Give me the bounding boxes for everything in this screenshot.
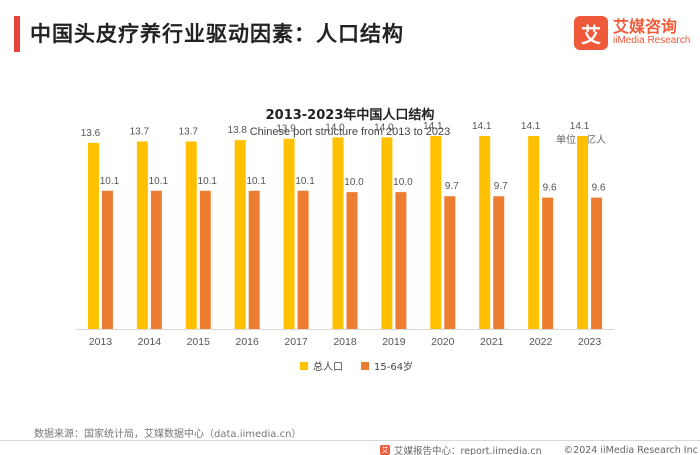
bar-total-2020 [430,136,442,329]
data-label-working-age-2013: 10.1 [100,176,120,187]
footer: 艾 艾媒报告中心：report.iimedia.cn ©2024 iiMedia… [380,443,698,455]
x-tick-label-2014: 2014 [138,336,162,348]
data-label-working-age-2021: 9.7 [494,181,508,192]
data-label-total-2019: 14.0 [374,122,394,133]
legend-swatch-working-age [361,361,369,370]
bar-working-age-2015 [199,190,211,329]
x-tick-label-2015: 2015 [187,336,211,348]
data-label-working-age-2023: 9.6 [592,183,606,194]
bar-working-age-2022 [542,197,554,329]
bar-working-age-2019 [395,192,407,329]
data-label-total-2017: 13.9 [276,124,296,135]
chart-title: 2013-2023年中国人口结构 [265,108,435,123]
logo-text: 艾媒咨询 iiMedia Research [613,19,690,46]
data-label-total-2013: 13.6 [81,128,101,139]
legend-item-total: 总人口 [300,358,343,373]
x-tick-label-2023: 2023 [578,336,602,348]
brand-logo: 艾 艾媒咨询 iiMedia Research [574,16,690,50]
x-tick-label-2017: 2017 [284,336,308,348]
footer-logo-icon: 艾 [380,445,390,455]
bar-working-age-2016 [248,190,260,329]
data-source-note: 数据来源：国家统计局，艾媒数据中心（data.iimedia.cn） [34,429,302,440]
footer-divider [0,440,700,441]
logo-mark-icon: 艾 [574,16,608,50]
data-label-working-age-2018: 10.0 [344,177,364,188]
x-tick-label-2019: 2019 [382,336,406,348]
data-label-working-age-2019: 10.0 [393,177,413,188]
bar-total-2017 [283,138,295,329]
x-tick-label-2020: 2020 [431,336,455,348]
bar-working-age-2013 [101,190,113,329]
x-tick-label-2013: 2013 [89,336,113,348]
data-label-total-2014: 13.7 [130,126,150,137]
data-label-working-age-2017: 10.1 [295,176,315,187]
title-accent-bar [14,16,20,52]
data-label-working-age-2016: 10.1 [246,176,266,187]
x-tick-label-2016: 2016 [236,336,260,348]
page-title: 中国头皮疗养行业驱动因素：人口结构 [30,22,404,46]
legend-item-working-age: 15-64岁 [361,358,413,373]
bar-total-2016 [234,140,246,329]
logo-name-en: iiMedia Research [613,35,691,47]
x-tick-label-2018: 2018 [333,336,357,348]
data-label-total-2016: 13.8 [227,125,247,136]
x-tick-label-2022: 2022 [529,336,553,348]
data-label-total-2015: 13.7 [179,126,199,137]
legend-label-total: 总人口 [313,362,343,373]
data-label-working-age-2020: 9.7 [445,181,459,192]
bar-total-2023 [577,136,589,329]
bar-working-age-2018 [346,192,358,329]
legend-label-working-age: 15-64岁 [374,362,414,373]
bar-total-2021 [479,136,491,329]
bar-working-age-2023 [591,197,603,329]
data-label-total-2021: 14.1 [472,121,492,132]
data-label-working-age-2015: 10.1 [198,176,218,187]
chart-legend: 总人口 15-64岁 [300,358,431,373]
chart-subtitle: Chinese port structure from 2013 to 2023 [249,126,451,138]
data-label-working-age-2022: 9.6 [543,183,557,194]
bar-total-2019 [381,137,393,329]
legend-swatch-total [300,361,308,370]
bar-total-2018 [332,137,344,329]
bar-total-2022 [528,136,540,329]
data-label-total-2022: 14.1 [521,121,541,132]
data-label-working-age-2014: 10.1 [149,176,169,187]
data-label-total-2020: 14.1 [423,121,443,132]
bar-working-age-2017 [297,190,309,329]
bar-working-age-2020 [444,196,456,329]
bar-total-2014 [136,141,148,329]
bar-working-age-2014 [150,190,162,329]
data-label-total-2023: 14.1 [570,121,590,132]
footer-copyright: ©2024 iiMedia Research Inc [563,444,698,455]
bar-working-age-2021 [493,196,505,329]
x-tick-label-2021: 2021 [480,336,504,348]
bar-total-2015 [185,141,197,329]
bar-total-2013 [87,142,99,329]
footer-report-center: 艾媒报告中心：report.iimedia.cn [394,446,542,455]
logo-name-cn: 艾媒咨询 [613,17,678,37]
data-label-total-2018: 14.0 [325,122,345,133]
